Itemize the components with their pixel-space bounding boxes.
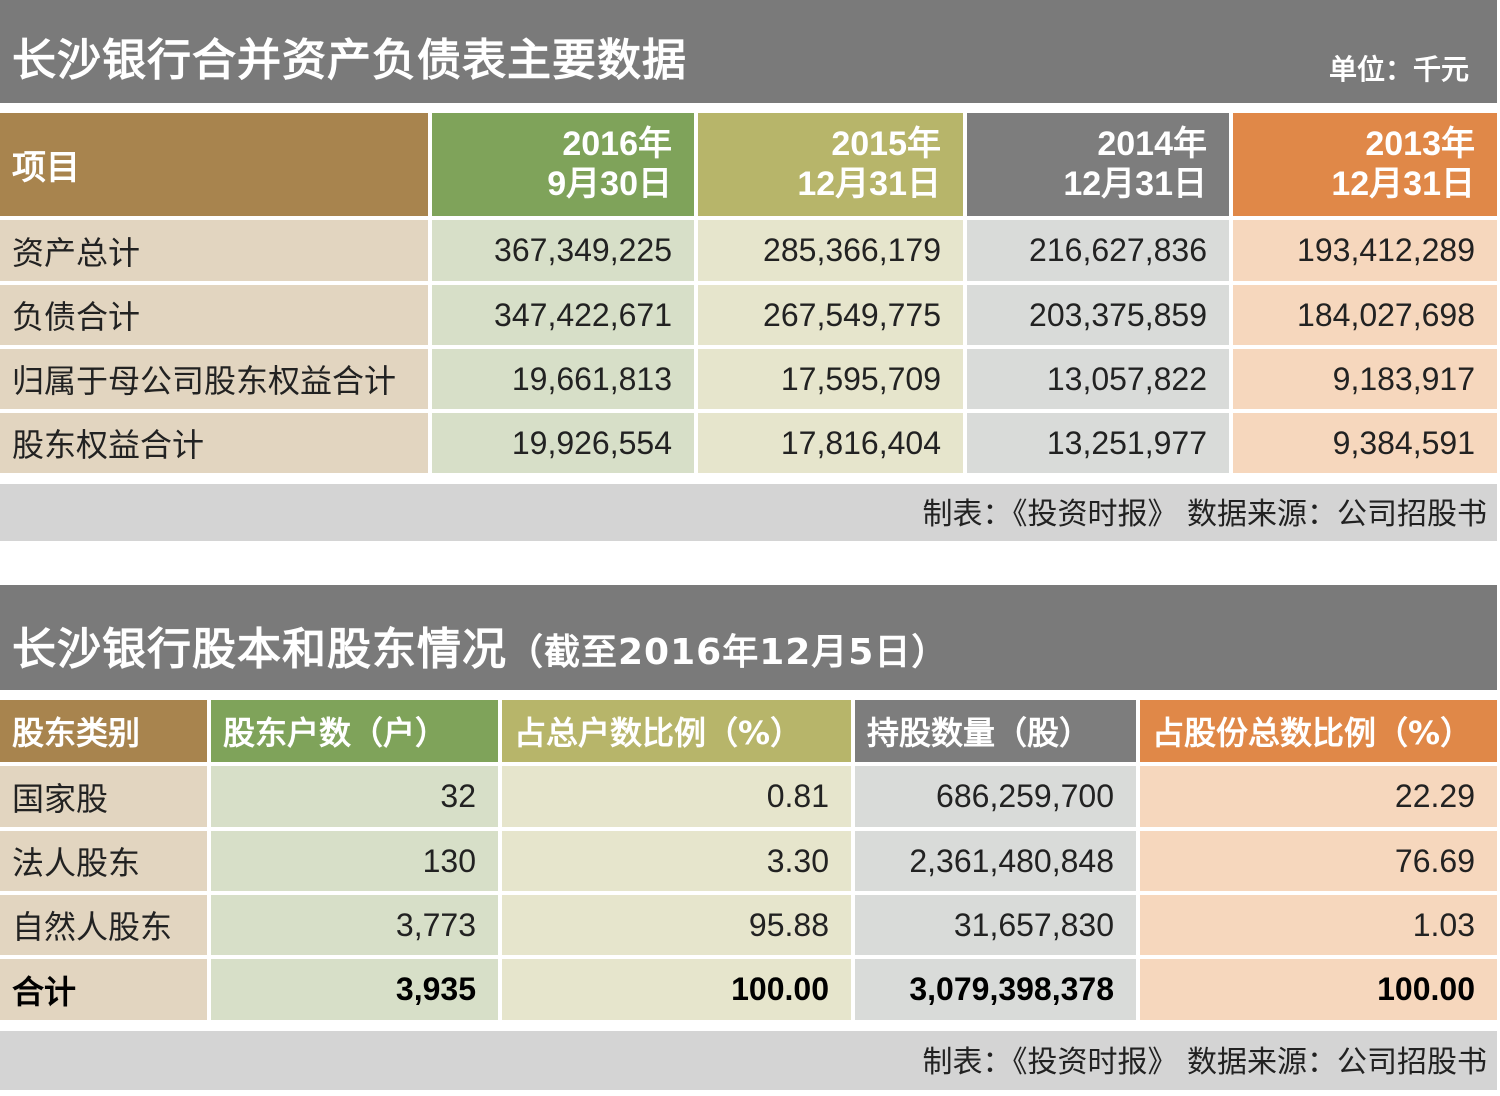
column-header: 股东类别 bbox=[0, 700, 207, 762]
column-header: 持股数量（股） bbox=[855, 700, 1136, 762]
table-cell: 184,027,698 bbox=[1233, 285, 1497, 345]
table-cell: 367,349,225 bbox=[432, 220, 694, 281]
column-header: 占总户数比例（%） bbox=[502, 700, 851, 762]
column-header-line: 2014年 bbox=[1097, 125, 1207, 164]
table-cell: 216,627,836 bbox=[967, 220, 1229, 281]
column-header: 2014年 12月31日 bbox=[967, 113, 1229, 216]
row-label: 合计 bbox=[0, 959, 207, 1020]
table2-title-bar: 长沙银行股本和股东情况（截至2016年12月5日） bbox=[0, 585, 1497, 690]
row-label: 股东权益合计 bbox=[0, 413, 428, 473]
column-header-line: 9月30日 bbox=[547, 164, 672, 203]
row-label: 资产总计 bbox=[0, 220, 428, 281]
column-header: 2015年 12月31日 bbox=[698, 113, 963, 216]
row-label: 负债合计 bbox=[0, 285, 428, 345]
table-cell: 347,422,671 bbox=[432, 285, 694, 345]
table-cell: 17,595,709 bbox=[698, 349, 963, 409]
table-cell: 0.81 bbox=[502, 766, 851, 827]
column-header-line: 2016年 bbox=[562, 125, 672, 164]
table-cell: 3,079,398,378 bbox=[855, 959, 1136, 1020]
table-cell: 17,816,404 bbox=[698, 413, 963, 473]
table-cell: 31,657,830 bbox=[855, 895, 1136, 955]
column-header: 占股份总数比例（%） bbox=[1140, 700, 1497, 762]
table-cell: 267,549,775 bbox=[698, 285, 963, 345]
table-cell: 3,935 bbox=[211, 959, 498, 1020]
table-cell: 100.00 bbox=[502, 959, 851, 1020]
table-cell: 686,259,700 bbox=[855, 766, 1136, 827]
row-label: 国家股 bbox=[0, 766, 207, 827]
table-cell: 285,366,179 bbox=[698, 220, 963, 281]
column-header: 2013年 12月31日 bbox=[1233, 113, 1497, 216]
table-cell: 9,183,917 bbox=[1233, 349, 1497, 409]
table-cell: 13,057,822 bbox=[967, 349, 1229, 409]
table-cell: 95.88 bbox=[502, 895, 851, 955]
table2-subtitle: （截至2016年12月5日） bbox=[507, 632, 949, 673]
column-header-line: 12月31日 bbox=[797, 164, 941, 203]
table-cell: 203,375,859 bbox=[967, 285, 1229, 345]
table-cell: 2,361,480,848 bbox=[855, 831, 1136, 891]
table-cell: 76.69 bbox=[1140, 831, 1497, 891]
table-cell: 19,661,813 bbox=[432, 349, 694, 409]
row-label: 自然人股东 bbox=[0, 895, 207, 955]
table-cell: 1.03 bbox=[1140, 895, 1497, 955]
table-cell: 100.00 bbox=[1140, 959, 1497, 1020]
table1-unit: 单位：千元 bbox=[1328, 53, 1469, 86]
column-header-line: 12月31日 bbox=[1331, 164, 1475, 203]
shareholder-table: 股东类别 股东户数（户） 占总户数比例（%） 持股数量（股） 占股份总数比例（%） 国家股… bbox=[0, 700, 1497, 1020]
column-header-line: 2013年 bbox=[1365, 125, 1475, 164]
column-header-line: 12月31日 bbox=[1063, 164, 1207, 203]
table-cell: 13,251,977 bbox=[967, 413, 1229, 473]
column-header: 2016年 9月30日 bbox=[432, 113, 694, 216]
table-cell: 3,773 bbox=[211, 895, 498, 955]
table-cell: 32 bbox=[211, 766, 498, 827]
table2-footer: 制表：《投资时报》 数据来源：公司招股书 bbox=[0, 1031, 1497, 1090]
table1-footer: 制表：《投资时报》 数据来源：公司招股书 bbox=[0, 484, 1497, 541]
table2-title: 长沙银行股本和股东情况 bbox=[12, 624, 507, 675]
table-cell: 3.30 bbox=[502, 831, 851, 891]
row-label: 法人股东 bbox=[0, 831, 207, 891]
column-header: 股东户数（户） bbox=[211, 700, 498, 762]
balance-sheet-table: 项目 2016年 9月30日 2015年 12月31日 2014年 12月31日 2013年 1… bbox=[0, 113, 1497, 473]
table-cell: 130 bbox=[211, 831, 498, 891]
table-cell: 193,412,289 bbox=[1233, 220, 1497, 281]
column-header: 项目 bbox=[0, 113, 428, 216]
table-cell: 19,926,554 bbox=[432, 413, 694, 473]
table-cell: 22.29 bbox=[1140, 766, 1497, 827]
table1-title: 长沙银行合并资产负债表主要数据 bbox=[12, 35, 687, 86]
column-header-line: 2015年 bbox=[831, 125, 941, 164]
table1-title-bar: 长沙银行合并资产负债表主要数据 单位：千元 bbox=[0, 0, 1497, 103]
row-label: 归属于母公司股东权益合计 bbox=[0, 349, 428, 409]
table-cell: 9,384,591 bbox=[1233, 413, 1497, 473]
